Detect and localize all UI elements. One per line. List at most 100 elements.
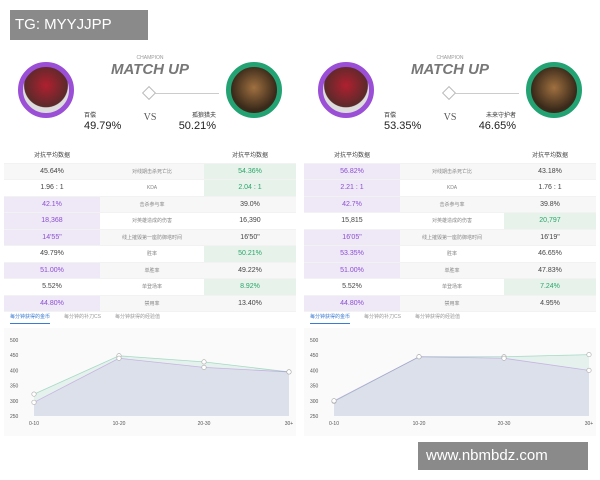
stat-label: 击杀参与率 [139,201,165,208]
chart-svg: 250 300 350 400 450 500 0-10 10-20 20-30 30+ [310,338,594,427]
matchup-header: CHAMPION MATCH UP VS 百偿 53.35% 未来守护者 46.65% [304,50,596,145]
series-line [333,354,590,402]
left-value: 45.64% [40,167,64,175]
chart-tabs: 每分钟获得的金币 每分钟的补刀CS 每分钟获得的经验值 [304,313,460,324]
right-value: 8.92% [204,279,296,295]
table-row: 14'55" 线上摧毁第一座防御塔时间 16'50" [4,229,296,246]
chart-tab[interactable]: 每分钟获得的金币 [310,313,351,324]
data-point [201,359,207,365]
right-header: 对抗平均数据 [231,153,268,160]
left-value: 1.96 : 1 [40,184,64,192]
left-value: 53.35% [304,246,400,262]
right-value: 39.0% [240,200,260,208]
left-value: 44.80% [304,295,400,311]
y-tick-label: 350 [310,384,319,390]
y-tick-label: 300 [10,399,19,405]
divider-line [149,93,219,94]
x-tick-label: 30+ [285,421,294,427]
left-value: 49.79% [40,250,64,258]
table-row: 56.82% 对线期击杀死亡比 43.18% [304,163,596,180]
right-win-rate: 46.65% [478,120,516,132]
matchup-title: MATCH UP [110,61,190,78]
stat-label: 单胜率 [444,267,460,274]
chart-tabs: 每分钟获得的金币 每分钟的补刀CS 每分钟获得的经验值 [4,313,160,324]
diamond-icon [441,85,457,101]
table-row: 51.00% 单胜率 49.22% [4,262,296,279]
table-row: 53.35% 胜率 46.65% [304,246,596,263]
series-area [34,358,289,416]
table-row: 42.7% 击杀参与率 39.8% [304,196,596,213]
right-value: 2.04 : 1 [204,180,296,196]
champion-avatar-right[interactable] [526,62,582,118]
right-value: 13.40% [238,299,262,307]
y-tick-label: 450 [10,353,19,359]
x-tick-label: 20-30 [198,421,211,427]
stat-label: 对英雄造成的伤害 [131,218,172,225]
data-point [586,352,592,358]
y-tick-label: 500 [310,338,319,344]
left-win-rate: 53.35% [384,120,422,132]
chart-tab[interactable]: 每分钟获得的金币 [10,313,51,324]
chart-tab[interactable]: 每分钟获得的经验值 [414,314,460,320]
data-point [201,364,207,370]
table-row: 49.79% 胜率 50.21% [4,246,296,263]
table-row: 15,815 对英雄造成的伤害 20,797 [304,213,596,230]
stat-label: 胜率 [446,251,457,258]
vs-label: VS [443,112,457,123]
y-tick-label: 350 [10,384,19,390]
x-tick-label: 0-10 [29,421,39,427]
right-champion-name: 未来守护者 [485,113,516,119]
x-tick-label: 10-20 [413,421,426,427]
matchup-title: MATCH UP [410,61,490,78]
x-tick-label: 10-20 [113,421,126,427]
data-point [31,391,37,397]
mid-header [400,147,504,163]
left-value: 56.82% [304,163,400,179]
chart-tab[interactable]: 每分钟的补刀CS [64,314,101,320]
data-point [331,398,337,404]
right-value: 46.65% [538,250,562,258]
left-win-rate: 49.79% [84,120,122,132]
table-row: 42.1% 击杀参与率 39.0% [4,196,296,213]
x-tick-label: 30+ [585,421,594,427]
stat-label: 线上摧毁第一座防御塔时间 [421,234,482,241]
table-row: 16'05" 线上摧毁第一座防御塔时间 16'19" [304,229,596,246]
per-minute-chart: 250 300 350 400 450 500 0-10 10-20 20-30 30+ [4,328,296,436]
stats-table: 对抗平均数据 对抗平均数据 56.82% 对线期击杀死亡比 43.18% 2.21 : 1… [304,147,596,312]
watermark-bottom: www.nbmbdz.com [418,442,588,470]
stat-label: 单登场率 [441,284,462,291]
right-value: 1.76 : 1 [538,184,562,192]
chart-svg: 250 300 350 400 450 500 0-10 10-20 20-30 30+ [10,338,294,427]
table-row: 1.96 : 1 KDA 2.04 : 1 [4,180,296,197]
x-tick-label: 20-30 [498,421,511,427]
champion-avatar-right[interactable] [226,62,282,118]
right-value: 49.22% [238,266,262,274]
mid-header [100,147,204,163]
right-value: 54.36% [204,163,296,179]
chart-tab[interactable]: 每分钟的补刀CS [364,314,401,320]
left-value: 15,815 [341,217,363,225]
series-line [333,356,590,402]
table-row: 44.80% 禁用率 4.95% [304,295,596,312]
left-value: 51.00% [4,262,100,278]
left-value: 5.52% [42,283,62,291]
champion-avatar-left[interactable] [318,62,374,118]
table-row: 18,368 对英雄造成的伤害 16,390 [4,213,296,230]
chart-tab[interactable]: 每分钟获得的经验值 [114,314,160,320]
right-value: 16'50" [240,233,260,241]
stat-label: 对线期击杀死亡比 [131,168,172,175]
stat-label: 线上摧毁第一座防御塔时间 [121,234,182,241]
table-header-row: 对抗平均数据 对抗平均数据 [4,147,296,164]
table-row: 44.80% 禁用率 13.40% [4,295,296,312]
vs-label: VS [143,112,157,123]
left-value: 18,368 [4,213,100,229]
left-value: 42.7% [304,196,400,212]
right-value: 4.95% [540,299,560,307]
data-point [31,399,37,405]
champion-avatar-left[interactable] [18,62,74,118]
data-point [501,355,507,361]
left-value: 51.00% [304,262,400,278]
right-value: 50.21% [204,246,296,262]
left-champion-name: 百偿 [84,113,97,119]
left-value: 44.80% [4,295,100,311]
